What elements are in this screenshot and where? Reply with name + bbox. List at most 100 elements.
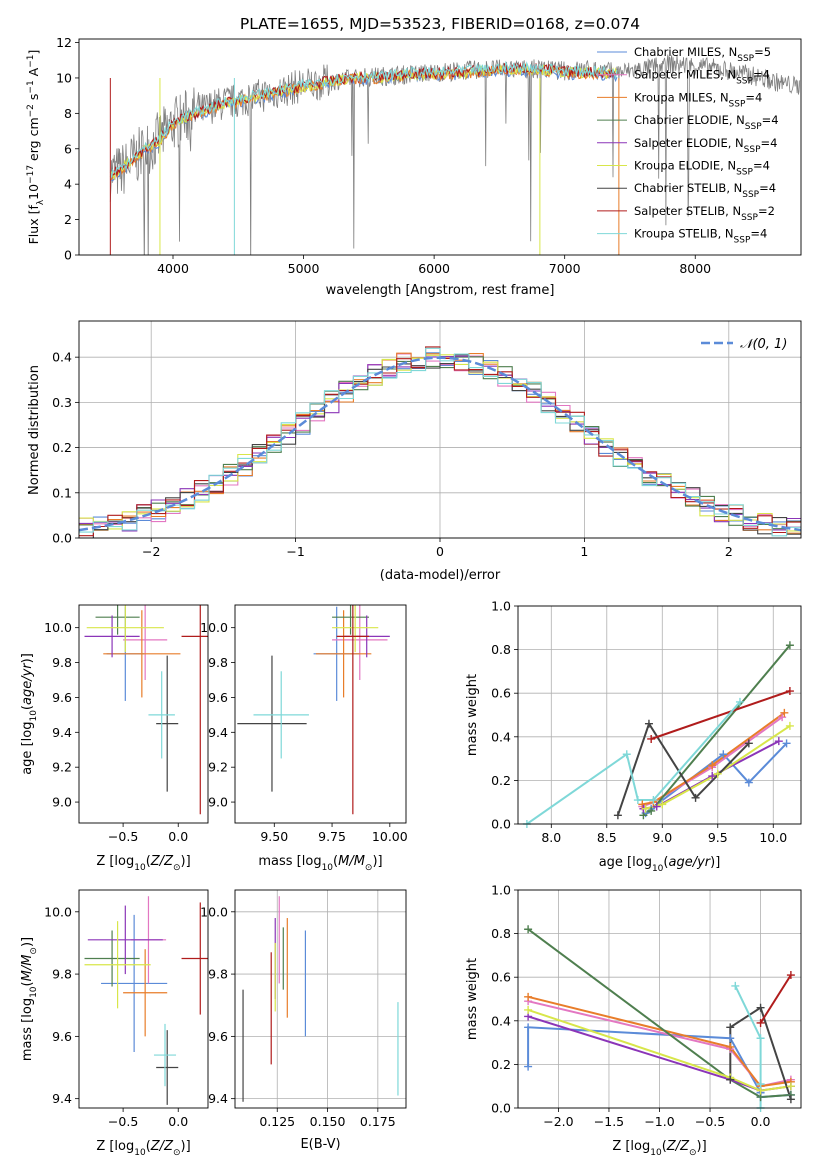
weight-marker bbox=[735, 697, 744, 706]
y-tick-label: 0.2 bbox=[491, 1057, 511, 1072]
x-tick-label: 9.0 bbox=[652, 830, 672, 845]
weight-marker bbox=[524, 992, 533, 1001]
plot-area bbox=[527, 928, 792, 1108]
weight-marker bbox=[778, 713, 787, 722]
weight-marker bbox=[785, 641, 794, 650]
x-axis-label: E(B-V) bbox=[300, 1137, 340, 1152]
chart-age-vs-mass: 9.50 9.75 10.00 9.0 9.2 9.4 9.6 9.8 10.0 mass [lo… bbox=[200, 604, 408, 873]
weight-marker bbox=[726, 1042, 735, 1051]
weight-line bbox=[527, 928, 791, 1099]
weight-marker bbox=[786, 971, 795, 980]
x-axis-label: Z [log10(Z/Z⊙)] bbox=[96, 854, 190, 873]
y-tick-label: 0.2 bbox=[52, 440, 72, 455]
y-tick-label: 9.8 bbox=[208, 967, 228, 982]
y-tick-label: 0.3 bbox=[52, 395, 72, 410]
x-axis-label: Z [log10(Z/Z⊙)] bbox=[96, 1139, 190, 1158]
y-tick-label: 10.0 bbox=[44, 904, 72, 919]
y-tick-label: 9.6 bbox=[208, 690, 228, 705]
y-tick-label: 9.6 bbox=[52, 1029, 72, 1044]
legend-entry: Chabrier STELIB, NSSP=4 bbox=[634, 181, 776, 200]
weight-marker bbox=[652, 802, 661, 811]
x-axis-label: age [log10(age/yr)] bbox=[599, 855, 721, 874]
x-axis-label: (data-model)/error bbox=[380, 568, 501, 583]
x-tick-label: 9.75 bbox=[318, 829, 346, 844]
y-tick-label: 10.0 bbox=[44, 620, 72, 635]
weight-marker bbox=[644, 719, 653, 728]
y-tick-label: 0.4 bbox=[491, 729, 511, 744]
y-tick-label: 9.4 bbox=[208, 1091, 228, 1106]
y-tick-label: 0.0 bbox=[491, 1101, 511, 1116]
x-tick-label: 1 bbox=[580, 544, 588, 559]
weight-marker bbox=[708, 761, 717, 770]
x-tick-label: −2.0 bbox=[543, 1114, 573, 1129]
y-tick-label: 2 bbox=[64, 212, 72, 227]
y-tick-label: 9.8 bbox=[208, 655, 228, 670]
legend-entry: Salpeter ELODIE, NSSP=4 bbox=[634, 136, 777, 155]
chart-mass-vs-ebv: 0.125 0.150 0.175 9.4 9.6 9.8 10.0 E(B-V) bbox=[200, 889, 407, 1152]
y-axis-label: age [log10(age/yr)] bbox=[20, 653, 39, 775]
y-tick-label: 9.8 bbox=[52, 655, 72, 670]
x-tick-label: 0.150 bbox=[310, 1114, 346, 1129]
weight-marker bbox=[744, 739, 753, 748]
weight-marker bbox=[785, 687, 794, 696]
weight-line bbox=[527, 995, 792, 1088]
y-tick-label: 6 bbox=[64, 141, 72, 156]
y-tick-label: 9.4 bbox=[52, 1091, 72, 1106]
y-tick-label: 4 bbox=[64, 177, 72, 192]
x-tick-label: 0.125 bbox=[259, 1114, 295, 1129]
weight-line bbox=[729, 1006, 792, 1100]
weight-line bbox=[527, 1008, 792, 1092]
axes-frame bbox=[234, 604, 407, 824]
weight-marker bbox=[726, 1034, 735, 1043]
y-tick-label: 9.4 bbox=[208, 725, 228, 740]
weight-marker bbox=[756, 1018, 765, 1027]
histogram-step bbox=[79, 347, 801, 537]
histogram-step bbox=[79, 353, 801, 528]
x-axis-label: wavelength [Angstrom, rest frame] bbox=[326, 283, 555, 298]
x-tick-label: 9.5 bbox=[708, 830, 728, 845]
legend-entry: Kroupa MILES, NSSP=4 bbox=[634, 90, 762, 109]
weight-marker bbox=[524, 925, 533, 934]
x-tick-label: 4000 bbox=[157, 261, 189, 276]
chart-residuals: −2 −1 0 1 2 0.0 0.1 0.2 0.3 0.4 𝒩(0, 1) (data-model… bbox=[27, 320, 802, 583]
weight-marker bbox=[633, 796, 642, 805]
plot-area bbox=[84, 896, 208, 1105]
weight-marker bbox=[658, 800, 667, 809]
weight-line bbox=[642, 711, 785, 806]
chart-mass-vs-Z: −0.5 0.0 9.4 9.6 9.8 10.0 Z [log10(Z/Z⊙)] mass … bbox=[20, 889, 209, 1158]
legend-entry: Chabrier ELODIE, NSSP=4 bbox=[634, 113, 779, 132]
chart-age-vs-Z: −0.5 0.0 9.0 9.2 9.4 9.6 9.8 10.0 Z [log10(Z/Z⊙)… bbox=[20, 604, 209, 873]
y-tick-label: 0.8 bbox=[491, 926, 511, 941]
weight-marker bbox=[726, 1023, 735, 1032]
y-tick-label: 9.6 bbox=[208, 1029, 228, 1044]
plot-area bbox=[79, 346, 801, 538]
weight-line bbox=[616, 721, 750, 816]
x-tick-label: −0.5 bbox=[108, 829, 138, 844]
weight-marker bbox=[756, 1080, 765, 1089]
x-tick-label: 8.5 bbox=[597, 830, 617, 845]
weight-marker bbox=[647, 806, 656, 815]
model-spectrum-line bbox=[109, 60, 618, 178]
legend-entry: Chabrier MILES, NSSP=5 bbox=[634, 45, 771, 64]
weight-marker bbox=[613, 811, 622, 820]
legend-entry: Kroupa STELIB, NSSP=4 bbox=[634, 227, 767, 246]
weight-marker bbox=[756, 1003, 765, 1012]
y-tick-label: 0.0 bbox=[52, 531, 72, 546]
x-tick-label: −1.5 bbox=[594, 1114, 624, 1129]
x-tick-label: −2 bbox=[142, 544, 160, 559]
x-tick-label: −1 bbox=[286, 544, 304, 559]
weight-marker bbox=[524, 1062, 533, 1071]
y-tick-label: 0.6 bbox=[491, 686, 511, 701]
axes-frame bbox=[78, 604, 209, 824]
weight-line bbox=[759, 974, 792, 1024]
weight-marker bbox=[726, 1075, 735, 1084]
chart-weight-vs-age: 8.0 8.5 9.0 9.5 10.0 0.0 0.2 0.4 0.6 0.8 1.0 age [l… bbox=[465, 599, 802, 874]
x-tick-label: 2 bbox=[725, 544, 733, 559]
x-tick-label: 9.50 bbox=[260, 829, 288, 844]
x-tick-label: 0.175 bbox=[360, 1114, 396, 1129]
axes-frame bbox=[234, 889, 407, 1109]
y-tick-label: 9.0 bbox=[52, 795, 72, 810]
weight-marker bbox=[638, 800, 647, 809]
figure-title: PLATE=1655, MJD=53523, FIBERID=0168, z=0… bbox=[240, 15, 640, 33]
weight-marker bbox=[641, 804, 650, 813]
